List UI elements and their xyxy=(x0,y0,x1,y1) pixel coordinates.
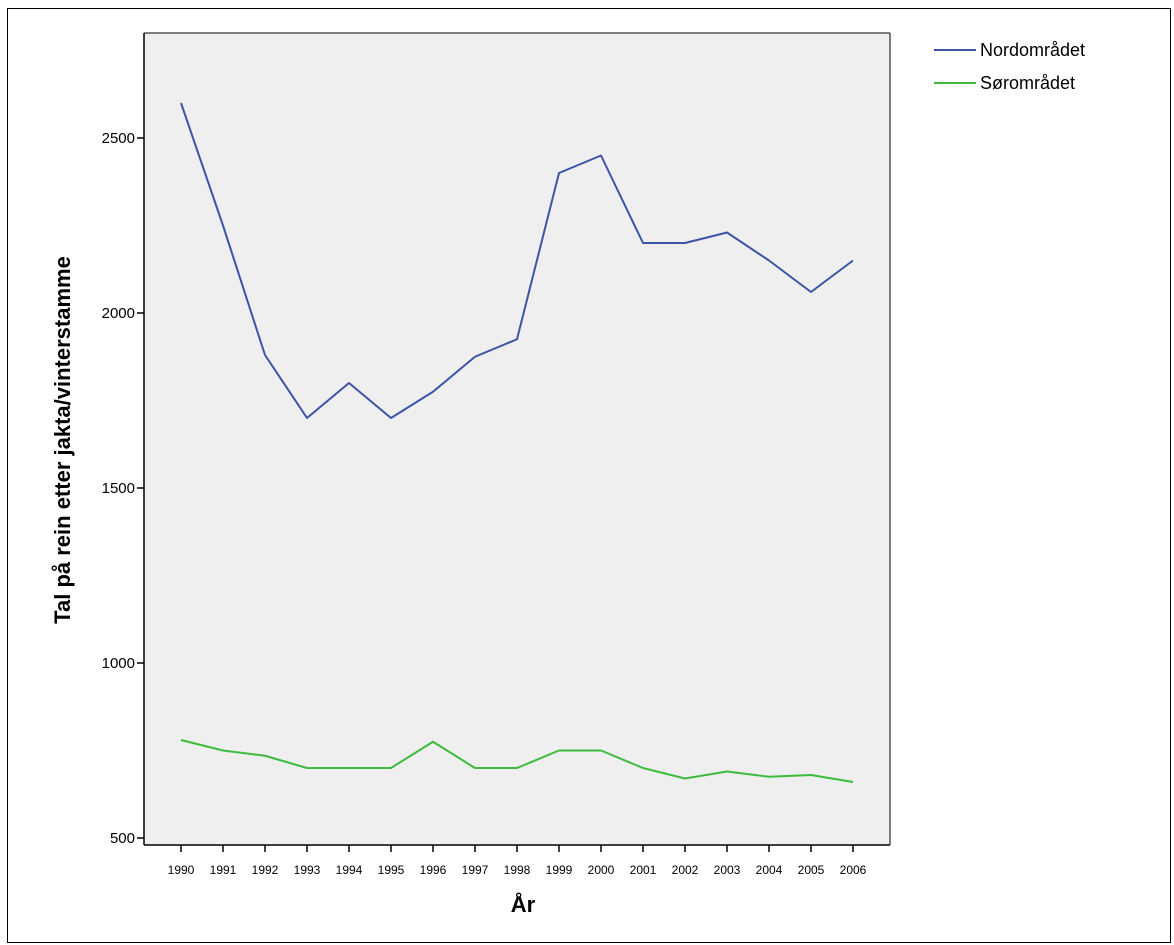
x-axis-title: År xyxy=(511,891,536,917)
legend-label: Sørområdet xyxy=(980,73,1075,93)
x-tick-label: 1990 xyxy=(168,863,195,877)
series-layer xyxy=(180,102,854,783)
y-tick-label: 500 xyxy=(110,830,135,847)
x-tick-label: 2006 xyxy=(840,863,867,877)
y-tick-label: 2500 xyxy=(102,130,135,147)
x-tick-label: 1997 xyxy=(462,863,489,877)
x-tick-label: 1998 xyxy=(504,863,531,877)
y-tick-label: 2000 xyxy=(102,305,135,322)
legend-label: Nordområdet xyxy=(980,40,1085,60)
x-tick-label: 1994 xyxy=(336,863,363,877)
series-line-2 xyxy=(180,739,854,783)
x-tick-label: 2004 xyxy=(756,863,783,877)
x-tick-label: 1993 xyxy=(294,863,321,877)
x-tick-label: 1991 xyxy=(210,863,237,877)
x-tick-label: 2001 xyxy=(630,863,657,877)
x-tick-label: 1999 xyxy=(546,863,573,877)
x-tick-label: 2005 xyxy=(798,863,825,877)
x-tick-label: 2003 xyxy=(714,863,741,877)
legend: Nordområdet Sørområdet xyxy=(934,40,1085,93)
x-tick-label: 2002 xyxy=(672,863,699,877)
y-tick-label: 1000 xyxy=(102,655,135,672)
y-axis-title: Tal på rein etter jakta/vinterstamme xyxy=(50,256,75,624)
y-tick-label: 1500 xyxy=(102,480,135,497)
x-axis-ticks: 1990 1991 1992 1993 1994 1995 1996 1997 1998 1999… xyxy=(168,845,867,877)
series-line-1 xyxy=(180,102,854,419)
x-tick-label: 1995 xyxy=(378,863,405,877)
x-tick-label: 2000 xyxy=(588,863,615,877)
x-tick-label: 1996 xyxy=(420,863,447,877)
x-tick-label: 1992 xyxy=(252,863,279,877)
plot-background xyxy=(144,33,890,845)
y-axis-ticks: 500 1000 1500 2000 2500 xyxy=(102,130,144,847)
